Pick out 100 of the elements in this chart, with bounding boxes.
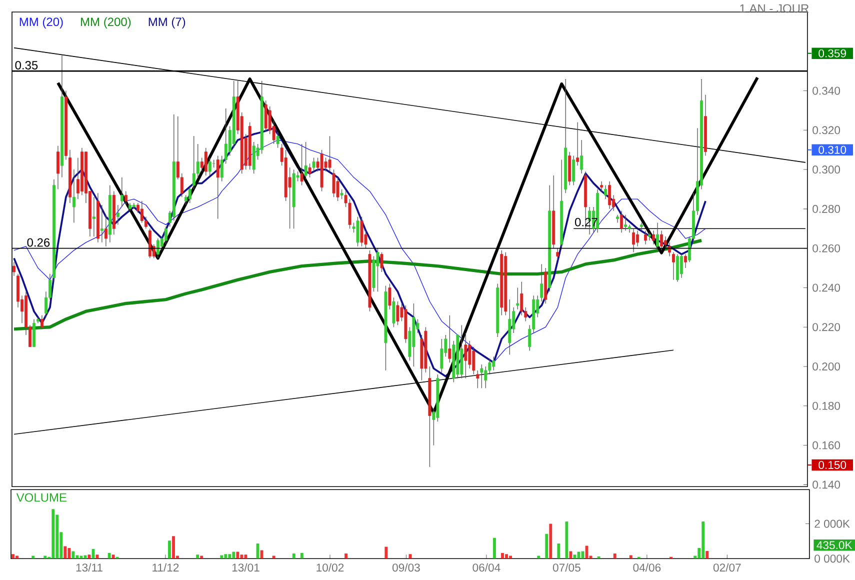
- bar: [569, 551, 572, 559]
- bar: [493, 538, 496, 559]
- candlestick: [104, 214, 108, 247]
- y-tick-label: 0.200: [812, 362, 840, 371]
- candlestick: [396, 301, 400, 326]
- candlestick: [116, 204, 120, 226]
- candlestick: [680, 254, 684, 278]
- candlestick: [276, 132, 280, 148]
- candlestick: [312, 158, 316, 172]
- candlestick: [164, 226, 168, 245]
- bar: [16, 556, 18, 559]
- bar: [565, 522, 568, 559]
- x-tick-label: 11/12: [152, 564, 179, 572]
- candlestick: [516, 288, 520, 310]
- candlestick: [484, 366, 488, 389]
- y-tick-label: 2 000K: [814, 520, 850, 528]
- candlestick: [600, 181, 604, 192]
- bar: [272, 556, 276, 559]
- candlestick: [468, 340, 472, 370]
- y-tick-label: 0.300: [812, 166, 840, 174]
- candlestick: [204, 148, 208, 176]
- candlestick: [648, 232, 652, 241]
- bar: [196, 554, 200, 559]
- candlestick: [492, 356, 496, 371]
- bar: [509, 556, 512, 559]
- y-tick-label: 0.160: [812, 441, 840, 450]
- bar: [68, 548, 71, 559]
- candlestick: [360, 216, 364, 247]
- text: MM (7): [148, 17, 186, 29]
- bar: [220, 555, 224, 559]
- x-tick-label: 13/11: [76, 564, 102, 572]
- bar: [224, 554, 228, 559]
- bar: [232, 552, 236, 559]
- text: MM (20): [20, 17, 63, 29]
- candlestick: [608, 181, 612, 210]
- candlestick: [628, 224, 632, 234]
- candlestick: [140, 200, 144, 224]
- candlestick: [624, 214, 628, 232]
- candlestick: [156, 238, 160, 259]
- candlestick: [636, 230, 640, 247]
- candlestick: [40, 315, 44, 330]
- bar: [545, 534, 548, 559]
- bar: [501, 553, 504, 559]
- bar: [228, 554, 232, 559]
- bar: [64, 546, 67, 559]
- x-tick-label: 02/07: [713, 564, 741, 572]
- candlestick: [100, 204, 104, 243]
- candlestick: [192, 136, 196, 190]
- candlestick: [576, 122, 580, 166]
- candlestick: [480, 364, 484, 389]
- y-tick-label: 0.140: [812, 480, 840, 489]
- x-tick-label: 13/01: [232, 564, 260, 572]
- chart-title: VOLUME: [16, 493, 66, 502]
- bar: [12, 554, 14, 559]
- candlestick: [476, 370, 480, 389]
- y-tick-label: 0.240: [812, 284, 840, 292]
- candlestick: [440, 338, 444, 373]
- bar: [613, 554, 616, 559]
- bar: [172, 536, 175, 559]
- candlestick: [356, 216, 360, 247]
- candlestick: [72, 169, 76, 224]
- bar: [384, 546, 388, 559]
- text: MM (200): [81, 17, 131, 29]
- y-tick-label: 0.180: [812, 402, 840, 410]
- candlestick: [304, 142, 308, 180]
- candlestick: [300, 144, 304, 186]
- candlestick: [652, 230, 656, 245]
- candlestick: [572, 156, 576, 186]
- bar: [537, 556, 540, 559]
- bar: [702, 522, 705, 559]
- bar: [52, 509, 55, 559]
- ref-line-label: 0.150: [818, 461, 846, 470]
- ref-line-label: 0.310: [818, 146, 846, 154]
- x-tick-label: 07/05: [552, 564, 580, 572]
- bar: [72, 551, 75, 559]
- candlestick: [348, 198, 352, 230]
- candlestick: [120, 177, 124, 208]
- candlestick: [464, 332, 468, 379]
- candlestick: [656, 222, 660, 251]
- y-tick-label: 0 000K: [814, 554, 850, 563]
- x-tick-label: 04/06: [633, 564, 661, 572]
- bar: [292, 554, 296, 559]
- candlestick: [12, 262, 16, 276]
- bar: [629, 555, 632, 559]
- y-tick-label: 0.340: [812, 86, 840, 95]
- candlestick: [640, 222, 644, 232]
- candlestick: [660, 230, 664, 251]
- candlestick: [308, 164, 312, 178]
- candlestick: [668, 242, 672, 257]
- y-tick-label: 0.260: [812, 244, 840, 253]
- candlestick: [336, 177, 340, 202]
- y-tick-label: 0.220: [812, 323, 840, 332]
- candlestick: [124, 191, 128, 206]
- bar: [32, 556, 35, 559]
- candlestick: [580, 140, 584, 174]
- x-tick-label: 09/03: [392, 564, 420, 572]
- candlestick: [472, 346, 476, 375]
- candlestick: [684, 254, 688, 269]
- candlestick: [332, 169, 336, 198]
- bar: [557, 544, 560, 559]
